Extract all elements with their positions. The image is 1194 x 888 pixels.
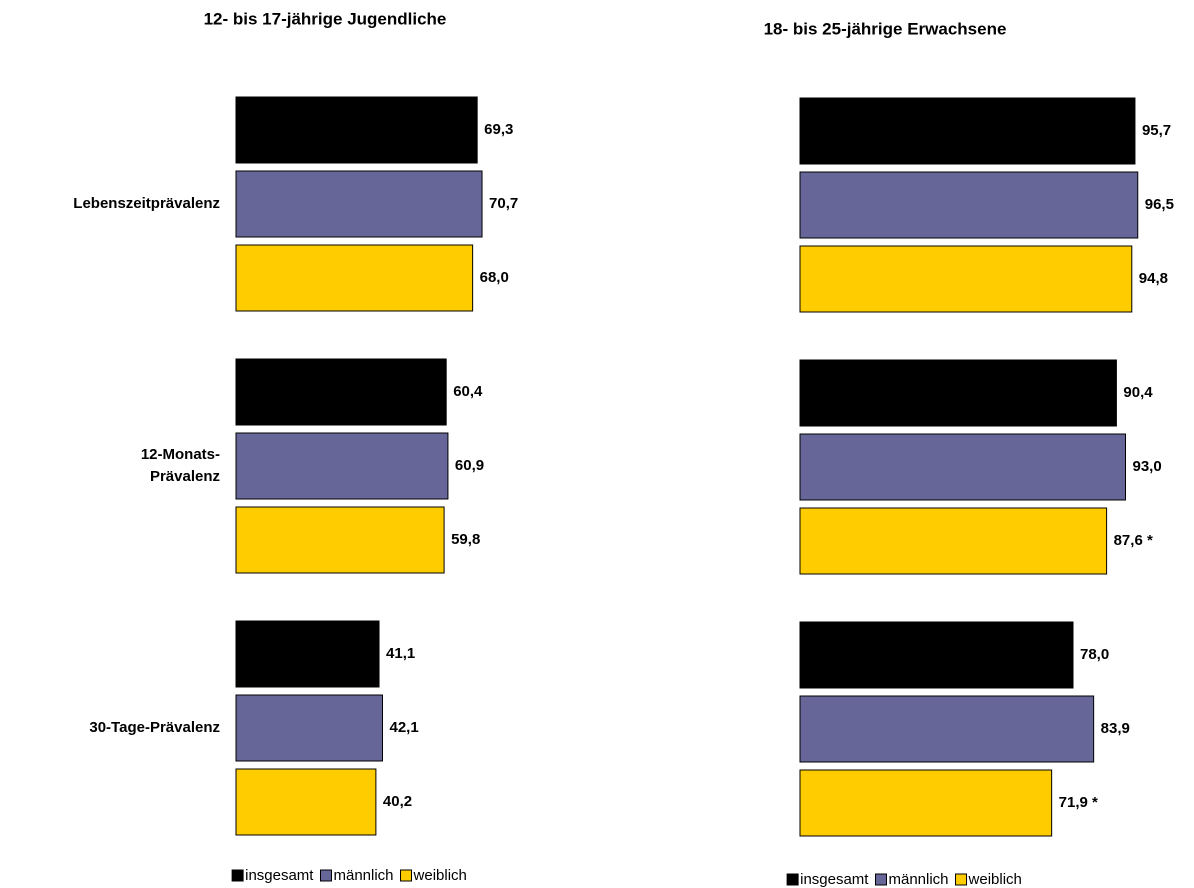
data-label: 90,4 [1123,384,1153,401]
legend-label: insgesamt [800,871,869,888]
bar [235,768,377,836]
bar [235,506,445,574]
data-label: 68,0 [480,269,509,286]
data-label: 40,2 [383,793,412,810]
bar [799,769,1053,837]
bar [799,621,1074,689]
legend-label: weiblich [968,871,1022,888]
bar [235,620,380,688]
data-label: 87,6 * [1114,532,1153,549]
legend-label: männlich [333,867,393,884]
chart-title: 12- bis 17-jährige Jugendliche [204,9,447,28]
bar [799,695,1095,763]
bar [235,432,449,500]
category-label: 30-Tage-Prävalenz [89,719,220,736]
legend-swatch [400,869,413,882]
bar [235,694,384,762]
bar [235,96,478,164]
bar [799,245,1133,313]
data-label: 41,1 [386,645,415,662]
data-label: 83,9 [1101,720,1130,737]
legend-label: weiblich [413,867,467,884]
data-label: 70,7 [489,195,518,212]
legend-swatch [231,869,244,882]
data-label: 96,5 [1145,196,1174,213]
data-label: 78,0 [1080,646,1109,663]
bar [799,433,1126,501]
chart-title: 18- bis 25-jährige Erwachsene [764,19,1007,38]
legend-swatch [319,869,332,882]
legend-label: männlich [888,871,948,888]
data-label: 60,9 [455,457,484,474]
data-label: 69,3 [484,121,513,138]
bar [799,171,1139,239]
bar [799,359,1117,427]
data-label: 59,8 [451,531,480,548]
data-label: 60,4 [453,383,483,400]
legend-label: insgesamt [245,867,314,884]
bar [235,358,447,426]
data-label: 95,7 [1142,122,1171,139]
data-label: 94,8 [1139,270,1168,287]
bar [799,97,1136,165]
data-label: 71,9 * [1059,794,1098,811]
legend-swatch [955,873,968,886]
bar [799,507,1108,575]
data-label: 42,1 [390,719,419,736]
bar [235,244,474,312]
data-label: 93,0 [1133,458,1162,475]
bar [235,170,483,238]
category-label: Lebenszeitprävalenz [73,195,220,212]
category-label: 12-Monats- Prävalenz [140,446,220,485]
legend-swatch [874,873,887,886]
legend-swatch [786,873,799,886]
